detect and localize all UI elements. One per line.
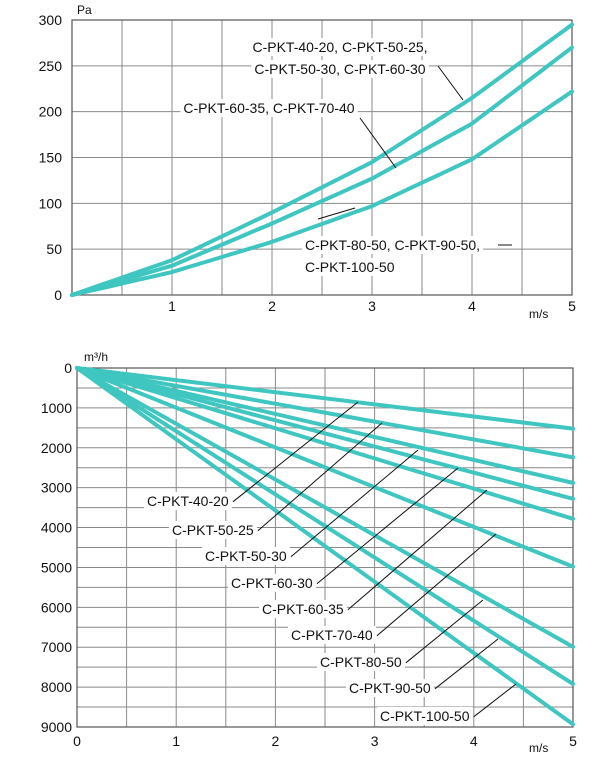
series-label-bg bbox=[202, 547, 290, 565]
series-leader bbox=[473, 683, 517, 718]
y-tick-label: 0 bbox=[54, 287, 62, 303]
series-label-bg bbox=[377, 707, 473, 725]
series-leader bbox=[434, 638, 499, 690]
annotation-leader bbox=[317, 207, 356, 220]
y-tick-label: 250 bbox=[39, 58, 63, 74]
x-tick-label: 2 bbox=[268, 298, 276, 314]
annotation-label-bg bbox=[302, 258, 398, 276]
pressure-curve-2 bbox=[70, 45, 574, 297]
curve-annotation-label: C-PKT-60-35, C-PKT-70-40 bbox=[183, 100, 354, 116]
series-leader bbox=[405, 599, 484, 664]
series-label-bg bbox=[169, 521, 257, 539]
curve-annotation-label: C-PKT-100-50 bbox=[305, 259, 395, 275]
pressure-curve-3 bbox=[70, 89, 574, 297]
x-tick-label: 3 bbox=[368, 298, 376, 314]
y-tick-label: 200 bbox=[39, 104, 63, 120]
series-label-bg bbox=[317, 653, 405, 671]
y-tick-label: 5000 bbox=[41, 559, 72, 575]
y-tick-label: 150 bbox=[39, 150, 63, 166]
series-leader bbox=[232, 401, 359, 503]
series-label: C-PKT-100-50 bbox=[380, 708, 470, 724]
airflow-line-c-pkt-100-50 bbox=[75, 366, 575, 727]
series-label-bg bbox=[228, 574, 316, 592]
y-tick-label: 4000 bbox=[41, 520, 72, 536]
pressure-curve-1 bbox=[70, 22, 574, 297]
y-axis-unit: Pa bbox=[77, 3, 92, 17]
y-tick-label: 7000 bbox=[41, 639, 72, 655]
y-tick-label: 8000 bbox=[41, 679, 72, 695]
x-tick-label: 4 bbox=[468, 298, 476, 314]
series-label: C-PKT-40-20 bbox=[147, 493, 229, 509]
airflow-line-c-pkt-40-20 bbox=[75, 366, 575, 431]
y-tick-label: 9000 bbox=[41, 719, 72, 735]
curve-annotation-label: C-PKT-40-20, C-PKT-50-25, bbox=[252, 39, 427, 55]
x-tick-label: 5 bbox=[569, 733, 577, 749]
airflow-line-c-pkt-60-35 bbox=[75, 366, 575, 521]
series-label-bg bbox=[144, 492, 232, 510]
y-tick-label: 300 bbox=[39, 12, 63, 28]
x-tick-label: 2 bbox=[272, 733, 280, 749]
series-leader bbox=[376, 533, 497, 637]
series-label-bg bbox=[288, 626, 376, 644]
annotation-label-bg bbox=[302, 236, 484, 254]
pressure-frame bbox=[71, 19, 573, 296]
series-label-bg bbox=[259, 600, 347, 618]
curve-annotation-label: C-PKT-80-50, C-PKT-90-50, bbox=[305, 237, 480, 253]
series-label: C-PKT-60-30 bbox=[231, 575, 313, 591]
y-tick-label: 1000 bbox=[41, 400, 72, 416]
airflow-frame bbox=[76, 367, 574, 728]
airflow-line-c-pkt-80-50 bbox=[75, 366, 575, 649]
curve-annotation-label: C-PKT-50-30, C-PKT-60-30 bbox=[254, 61, 425, 77]
airflow-grid bbox=[77, 368, 573, 727]
series-label: C-PKT-50-25 bbox=[172, 522, 254, 538]
series-leader bbox=[290, 449, 419, 558]
series-label: C-PKT-60-35 bbox=[262, 601, 344, 617]
x-axis-unit: m/s bbox=[529, 307, 548, 321]
annotation-label-bg bbox=[249, 38, 431, 56]
y-tick-label: 2000 bbox=[41, 440, 72, 456]
x-axis-unit: m/s bbox=[529, 741, 548, 755]
x-tick-label: 1 bbox=[172, 733, 180, 749]
series-leader bbox=[257, 422, 383, 532]
series-label: C-PKT-80-50 bbox=[320, 654, 402, 670]
y-tick-label: 0 bbox=[64, 360, 72, 376]
annotation-leader bbox=[437, 65, 464, 101]
x-tick-label: 0 bbox=[73, 733, 81, 749]
x-tick-label: 3 bbox=[371, 733, 379, 749]
y-tick-label: 100 bbox=[39, 195, 63, 211]
series-label-bg bbox=[346, 679, 434, 697]
airflow-line-c-pkt-70-40 bbox=[75, 366, 575, 569]
series-label: C-PKT-50-30 bbox=[205, 548, 287, 564]
annotation-label-bg bbox=[251, 60, 429, 78]
series-leader bbox=[347, 489, 488, 611]
airflow-line-c-pkt-60-30 bbox=[75, 366, 575, 501]
airflow-line-c-pkt-90-50 bbox=[75, 366, 575, 686]
y-axis-unit: m³/h bbox=[84, 350, 108, 364]
pressure-chart: 0 50 100 150 200 250 300 1 2 3 4 5 Pa m/s C-PKT-40-20,… bbox=[39, 3, 576, 321]
series-label: C-PKT-70-40 bbox=[291, 627, 373, 643]
x-tick-label: 4 bbox=[470, 733, 478, 749]
airflow-line-c-pkt-50-30 bbox=[75, 366, 575, 485]
airflow-line-c-pkt-50-25 bbox=[75, 366, 575, 460]
y-tick-label: 6000 bbox=[41, 599, 72, 615]
series-label: C-PKT-90-50 bbox=[349, 680, 431, 696]
x-tick-label: 1 bbox=[168, 298, 176, 314]
annotation-leader bbox=[359, 117, 397, 169]
x-tick-label: 5 bbox=[568, 298, 576, 314]
y-tick-label: 50 bbox=[46, 241, 62, 257]
y-tick-label: 3000 bbox=[41, 480, 72, 496]
annotation-label-bg bbox=[180, 99, 358, 117]
series-leader bbox=[316, 467, 459, 585]
